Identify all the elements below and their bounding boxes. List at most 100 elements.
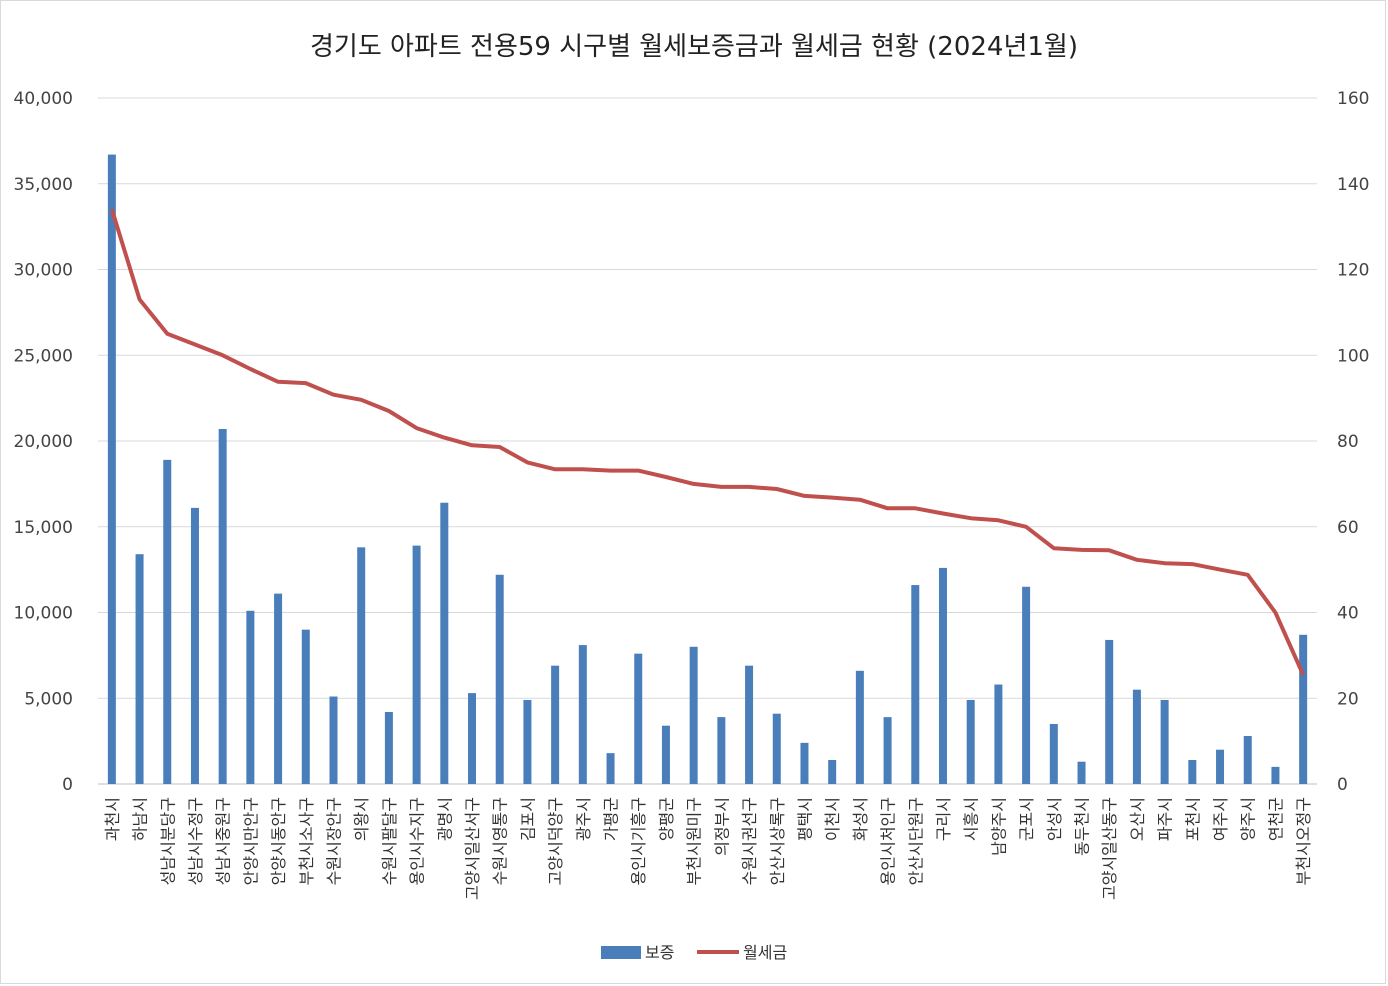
y-tick-label-left: 30,000 [14,261,73,281]
bar-series [107,154,1308,785]
x-category-label: 부천시소사구 [297,797,316,885]
bar [135,554,144,784]
y-tick-label-right: 40 [1337,604,1359,624]
y-tick-label-left: 15,000 [14,518,73,538]
bar [163,459,172,784]
x-category-label: 화성시 [851,797,870,841]
x-axis-categories: 과천시 하남시 성남시분당구 성남시수정구 성남시중원구 안양시만안구 안양시동안구 부천시소… [103,797,1313,900]
x-category-label: 양주시 [1239,797,1258,841]
bar [578,645,587,784]
bar [1022,586,1031,784]
bar [800,742,809,784]
x-category-label: 수원시권선구 [740,797,759,885]
y-tick-label-right: 60 [1337,518,1359,538]
bar [107,154,116,785]
bar [329,696,338,784]
x-category-label: 안양시동안구 [269,797,288,885]
bar [689,646,698,784]
bar [440,502,449,784]
x-category-label: 가평군 [602,797,621,841]
y-tick-label-left: 10,000 [14,604,73,624]
y-tick-label-left: 25,000 [14,346,73,366]
x-category-label: 오산시 [1128,797,1147,841]
x-category-label: 남양주시 [989,797,1008,856]
x-category-label: 수원시팔달구 [380,797,399,885]
bar [495,574,504,784]
x-category-label: 용인시기흥구 [629,797,648,885]
y-tick-label-right: 20 [1337,689,1359,709]
bar [1160,699,1169,784]
line-series [109,208,1305,676]
x-category-label: 김포시 [518,797,537,841]
bar [1077,761,1086,784]
bar [1299,634,1308,784]
x-category-label: 안성시 [1045,797,1064,841]
x-category-label: 평택시 [795,797,814,841]
x-category-label: 안산시상록구 [768,797,787,885]
x-category-label: 광명시 [435,797,454,841]
x-category-label: 과천시 [103,797,122,841]
bar [301,629,310,784]
bar [384,711,393,784]
bar [994,684,1003,784]
y-tick-label-right: 120 [1337,261,1369,281]
y-tick-label-right: 160 [1337,89,1369,109]
x-category-label: 고양시덕양구 [546,797,565,885]
x-category-label: 양평군 [657,797,676,841]
x-category-label: 광주시 [574,797,593,841]
y-tick-label-right: 100 [1337,346,1369,366]
legend: 보증 월세금 [601,943,787,962]
x-category-label: 동두천시 [1073,797,1092,856]
x-category-label: 의왕시 [352,797,371,841]
x-category-label: 파주시 [1156,797,1175,841]
y-tick-label-left: 20,000 [14,432,73,452]
x-category-label: 구리시 [934,797,953,841]
x-category-label: 용인시처인구 [879,797,898,885]
gridlines [98,97,1317,785]
y-tick-label-right: 0 [1337,775,1348,795]
bar [855,670,864,784]
bar [1243,735,1252,784]
bar [745,665,754,784]
y-tick-label-left: 0 [62,775,73,795]
x-category-label: 수원시장안구 [324,797,343,885]
x-category-label: 부천시원미구 [685,797,704,885]
bar [1188,759,1197,784]
bar [883,717,892,784]
x-category-label: 여주시 [1211,797,1230,841]
x-category-label: 군포시 [1017,797,1036,841]
bar [1271,766,1280,784]
bar [1105,639,1114,784]
bar [357,547,366,784]
bar [246,610,255,784]
x-category-label: 성남시중원구 [214,797,233,885]
bar [772,713,781,784]
bar [717,717,726,784]
y-tick-label-left: 5,000 [24,689,73,709]
y-tick-label-left: 35,000 [14,175,73,195]
bar [828,759,837,784]
x-category-label: 성남시수정구 [186,797,205,885]
rent-line [109,208,1305,676]
legend-swatch-bar [601,946,641,959]
x-category-label: 포천시 [1183,797,1202,841]
x-category-label: 연천군 [1266,797,1285,841]
x-category-label: 이천시 [823,797,842,841]
y-axis-left: 0 5,000 10,000 15,000 20,000 25,000 30,000 35,0… [14,89,73,795]
bar [661,725,670,784]
x-category-label: 안산시단원구 [906,797,925,885]
bar [523,699,532,784]
bar [1049,723,1058,784]
bar [966,699,975,784]
chart-title: 경기도 아파트 전용59 시구별 월세보증금과 월세금 현황 (2024년1월) [310,32,1078,62]
x-category-label: 수원시영통구 [491,797,510,885]
bar [634,653,643,784]
x-category-label: 고양시일산동구 [1100,797,1119,900]
x-category-label: 고양시일산서구 [463,797,482,900]
x-category-label: 의정부시 [712,797,731,856]
bar [1132,689,1141,784]
bar [412,545,421,784]
y-tick-label-left: 40,000 [14,89,73,109]
